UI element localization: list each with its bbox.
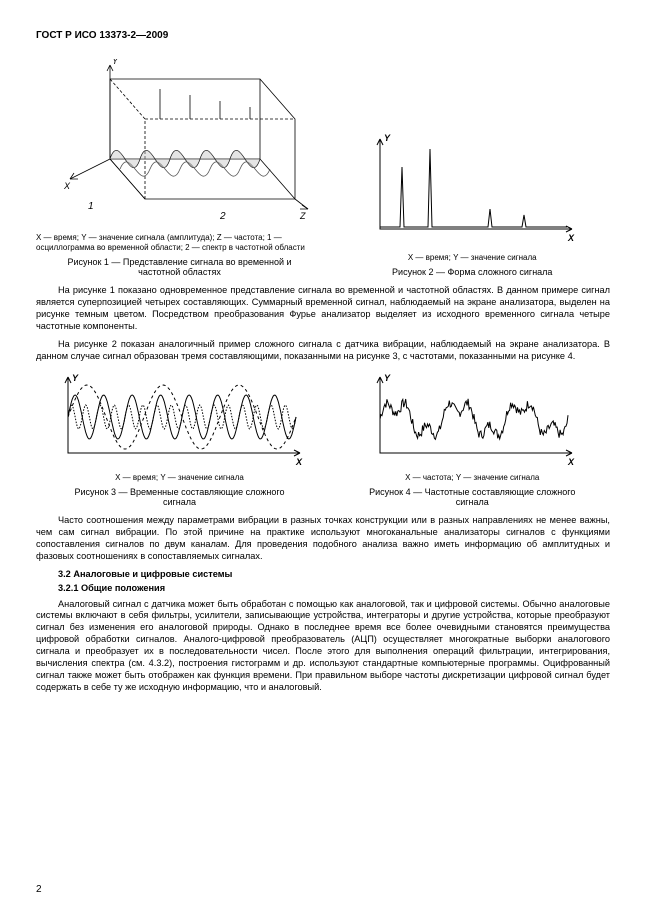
paragraph-4: Аналоговый сигнал с датчика может быть о…: [36, 599, 610, 695]
figure-4-svg: X Y: [362, 369, 582, 469]
figure-1-legend: X — время; Y — значение сигнала (амплиту…: [36, 233, 323, 253]
axis-y-label: Y: [72, 373, 79, 383]
figure-3-caption: Рисунок 3 — Временные составляющие сложн…: [65, 487, 295, 507]
section-3-2-1-heading: 3.2.1 Общие положения: [36, 583, 610, 593]
figure-3: X Y X — время; Y — значение сигнала Рису…: [36, 369, 323, 507]
figure-2: X Y X — время; Y — значение сигнала Рису…: [334, 129, 610, 277]
page-number: 2: [36, 884, 42, 895]
figure-1-caption: Рисунок 1 — Представление сигнала во вре…: [65, 257, 295, 277]
figure-4: X Y X — частота; Y — значение сигнала Ри…: [334, 369, 610, 507]
figure-row-1: Y X Z 1 2 X — время; Y — значение сигнал…: [36, 59, 610, 277]
figure-3-legend: X — время; Y — значение сигнала: [36, 473, 323, 483]
figure-1: Y X Z 1 2 X — время; Y — значение сигнал…: [36, 59, 323, 277]
axis-y-label: Y: [112, 59, 119, 66]
figure-4-legend: X — частота; Y — значение сигнала: [334, 473, 610, 483]
marker-2: 2: [219, 211, 226, 222]
figure-2-caption: Рисунок 2 — Форма сложного сигнала: [334, 267, 610, 277]
paragraph-1: На рисунке 1 показано одновременное пред…: [36, 285, 610, 333]
paragraph-2: На рисунке 2 показан аналогичный пример …: [36, 339, 610, 363]
axis-x-label: X: [567, 233, 575, 243]
figure-2-legend: X — время; Y — значение сигнала: [334, 253, 610, 263]
marker-1: 1: [88, 201, 94, 212]
figure-1-svg: Y X Z 1 2: [50, 59, 310, 229]
page: ГОСТ Р ИСО 13373-2—2009: [0, 0, 646, 913]
figure-3-svg: X Y: [50, 369, 310, 469]
figure-2-svg: X Y: [362, 129, 582, 249]
figure-row-2: X Y X — время; Y — значение сигнала Рису…: [36, 369, 610, 507]
document-header: ГОСТ Р ИСО 13373-2—2009: [36, 30, 610, 41]
section-3-2-heading: 3.2 Аналоговые и цифровые системы: [36, 569, 610, 579]
axis-x-label: X: [295, 457, 303, 467]
paragraph-3: Часто соотношения между параметрами вибр…: [36, 515, 610, 563]
axis-x-label: X: [567, 457, 575, 467]
axis-z-label: Z: [299, 211, 306, 221]
axis-x-label: X: [63, 181, 71, 191]
axis-y-label: Y: [384, 373, 391, 383]
axis-y-label: Y: [384, 133, 391, 143]
figure-4-caption: Рисунок 4 — Частотные составляющие сложн…: [362, 487, 582, 507]
